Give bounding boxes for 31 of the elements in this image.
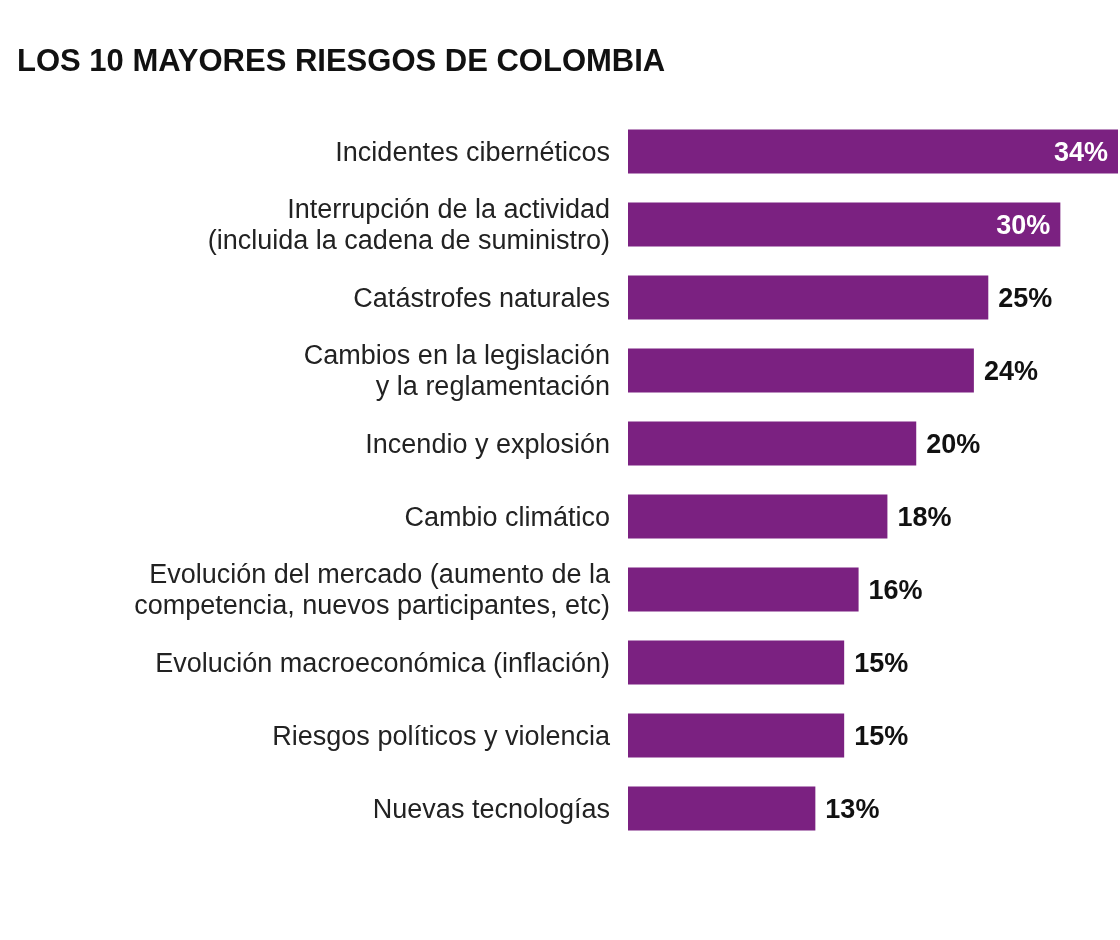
data-label: 34% — [1053, 136, 1108, 167]
data-label: 15% — [854, 720, 909, 751]
bar — [628, 275, 989, 320]
y-tick-label: Nuevas tecnologías — [372, 793, 610, 824]
bar — [628, 640, 845, 685]
data-label: 15% — [854, 647, 909, 678]
y-tick-label: Cambio climático — [404, 501, 610, 532]
bar — [628, 494, 888, 539]
bar — [628, 348, 974, 393]
y-tick-label: Incidentes cibernéticos — [335, 136, 610, 167]
data-label: 25% — [998, 282, 1053, 313]
y-tick-label: Catástrofes naturales — [353, 282, 610, 313]
y-tick-label: Interrupción de la actividad (incluida la cadena de suministro) — [207, 194, 610, 255]
bar — [628, 129, 1118, 174]
y-tick-label: Riesgos políticos y violencia — [272, 720, 611, 751]
data-label: 30% — [996, 209, 1051, 240]
bar — [628, 713, 845, 758]
bar — [628, 786, 816, 831]
data-label: 13% — [825, 793, 880, 824]
data-label: 16% — [868, 574, 923, 605]
y-tick-label: Cambios en la legislación y la reglamentación — [303, 340, 610, 401]
y-tick-label: Evolución del mercado (aumento de la competencia, nuevos participantes, etc) — [134, 559, 611, 620]
text: LOS 10 MAYORES RIESGOS DE COLOMBIA — [17, 43, 666, 78]
data-label: 24% — [983, 355, 1038, 386]
y-tick-label: Incendio y explosión — [365, 428, 610, 459]
y-tick-label: Evolución macroeconómica (inflación) — [155, 647, 610, 678]
bar — [628, 421, 917, 466]
bar — [628, 202, 1061, 247]
bar — [628, 567, 859, 612]
data-label: 18% — [897, 501, 952, 532]
data-label: 20% — [926, 428, 981, 459]
